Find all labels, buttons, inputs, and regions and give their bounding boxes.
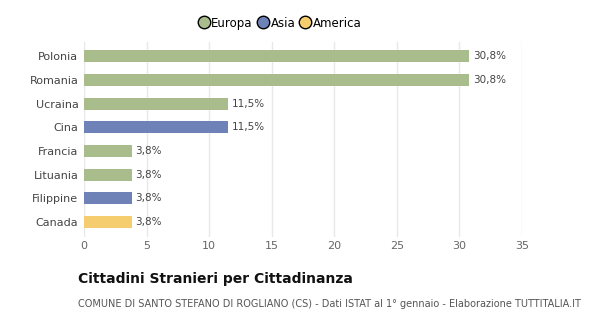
Text: 11,5%: 11,5%: [232, 122, 265, 132]
Text: Cittadini Stranieri per Cittadinanza: Cittadini Stranieri per Cittadinanza: [78, 272, 353, 286]
Bar: [84, 145, 131, 157]
Bar: [84, 169, 131, 180]
Text: 3,8%: 3,8%: [136, 146, 162, 156]
Text: COMUNE DI SANTO STEFANO DI ROGLIANO (CS) - Dati ISTAT al 1° gennaio - Elaborazio: COMUNE DI SANTO STEFANO DI ROGLIANO (CS)…: [78, 299, 581, 309]
Text: 3,8%: 3,8%: [136, 217, 162, 227]
Bar: [84, 122, 228, 133]
Bar: [84, 216, 131, 228]
Text: 30,8%: 30,8%: [473, 75, 506, 85]
Legend: Europa, Asia, America: Europa, Asia, America: [196, 12, 367, 35]
Text: 3,8%: 3,8%: [136, 193, 162, 203]
Bar: [84, 192, 131, 204]
Bar: [84, 74, 469, 86]
Bar: [84, 51, 469, 62]
Text: 3,8%: 3,8%: [136, 170, 162, 180]
Text: 30,8%: 30,8%: [473, 52, 506, 61]
Text: 11,5%: 11,5%: [232, 99, 265, 109]
Bar: [84, 98, 228, 110]
